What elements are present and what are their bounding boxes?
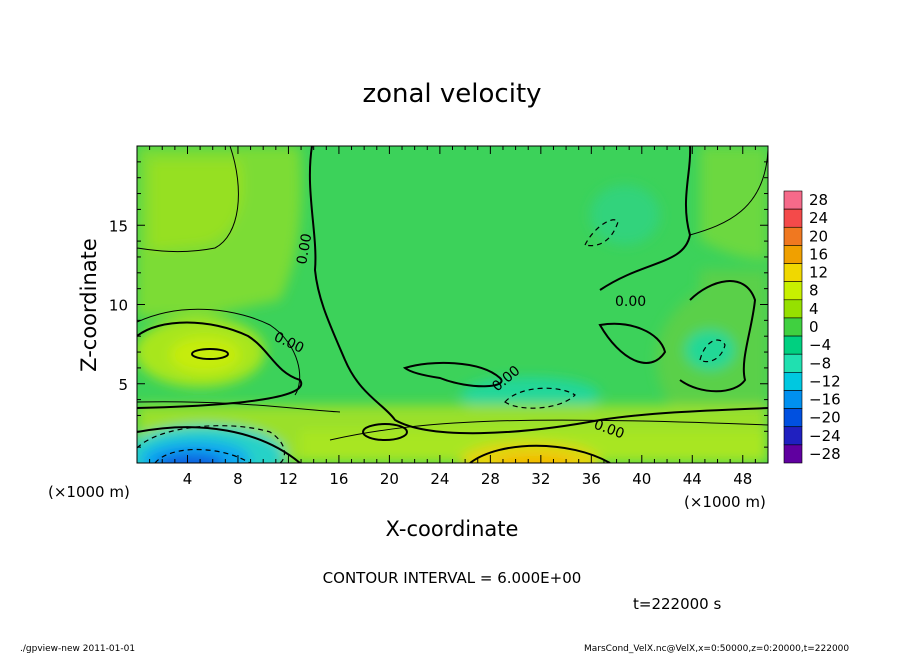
colorbar-label: 24 xyxy=(809,209,828,227)
colorbar-label: −20 xyxy=(809,409,841,427)
colorbar-swatch xyxy=(783,353,803,373)
colorbar-label: 0 xyxy=(809,318,819,336)
footer-left-text: ./gpview-new 2011-01-01 xyxy=(20,644,135,654)
x-tick-label: 4 xyxy=(183,470,193,488)
y-axis-label: Z-coordinate xyxy=(77,238,101,372)
y-axis-ticks: 5 10 15 xyxy=(109,161,768,448)
colorbar-label: −24 xyxy=(809,427,841,445)
colorbar-swatch xyxy=(783,190,803,210)
colorbar-swatch xyxy=(783,444,803,464)
colorbar-swatch xyxy=(783,390,803,409)
colorbar-label: 16 xyxy=(809,245,828,263)
time-text: t=222000 s xyxy=(633,595,721,613)
y-tick-label: 10 xyxy=(109,297,128,315)
x-tick-label: 20 xyxy=(380,470,399,488)
contour-lines xyxy=(137,146,768,463)
colorbar-label: −12 xyxy=(809,372,841,390)
x-tick-label: 36 xyxy=(582,470,601,488)
colorbar-swatch xyxy=(783,281,803,301)
x-tick-label: 48 xyxy=(733,470,752,488)
contour-interval-text: CONTOUR INTERVAL = 6.000E+00 xyxy=(323,569,582,587)
x-tick-label: 44 xyxy=(683,470,702,488)
colorbar-label: 8 xyxy=(809,282,819,300)
x-tick-label: 40 xyxy=(632,470,651,488)
x-tick-label: 8 xyxy=(233,470,243,488)
colorbar-swatch xyxy=(783,208,803,228)
colorbar-label: −4 xyxy=(809,336,831,354)
contour-label: 0.00 xyxy=(294,232,315,265)
colorbar-swatch xyxy=(783,317,803,337)
colorbar-label: 28 xyxy=(809,191,828,209)
contour-label: 0.00 xyxy=(615,294,646,310)
colorbar-label: −8 xyxy=(809,354,831,372)
x-tick-label: 24 xyxy=(430,470,449,488)
x-unit-label: (×1000 m) xyxy=(684,493,766,511)
x-axis-label: X-coordinate xyxy=(386,517,519,541)
x-axis-ticks: 4 8 12 16 20 24 28 32 36 40 44 48 xyxy=(149,146,756,488)
colorbar-label: 12 xyxy=(809,264,828,282)
y-unit-label: (×1000 m) xyxy=(48,483,130,501)
x-tick-label: 28 xyxy=(481,470,500,488)
x-tick-label: 12 xyxy=(279,470,298,488)
footer-right-text: MarsCond_VelX.nc@VelX,x=0:50000,z=0:2000… xyxy=(584,644,849,654)
colorbar-label: 4 xyxy=(809,300,819,318)
x-tick-label: 16 xyxy=(329,470,348,488)
colorbar-swatch xyxy=(783,299,803,319)
colorbar-swatch xyxy=(783,245,803,264)
colorbar-label: −28 xyxy=(809,445,841,463)
chart-title: zonal velocity xyxy=(362,79,541,109)
colorbar-swatch xyxy=(783,408,803,428)
colorbar-label: 20 xyxy=(809,227,828,245)
colorbar-swatch xyxy=(783,226,803,246)
colorbar-swatch xyxy=(783,372,803,391)
colorbar-swatch xyxy=(783,426,803,446)
y-tick-label: 15 xyxy=(109,217,128,235)
y-tick-label: 5 xyxy=(118,376,128,394)
x-tick-label: 32 xyxy=(531,470,550,488)
colorbar-swatch xyxy=(783,335,803,355)
colorbar-swatch xyxy=(783,263,803,282)
colorbar-label: −16 xyxy=(809,391,841,409)
plot-area: 0.00 0.00 0.00 0.00 0.00 xyxy=(137,146,768,463)
